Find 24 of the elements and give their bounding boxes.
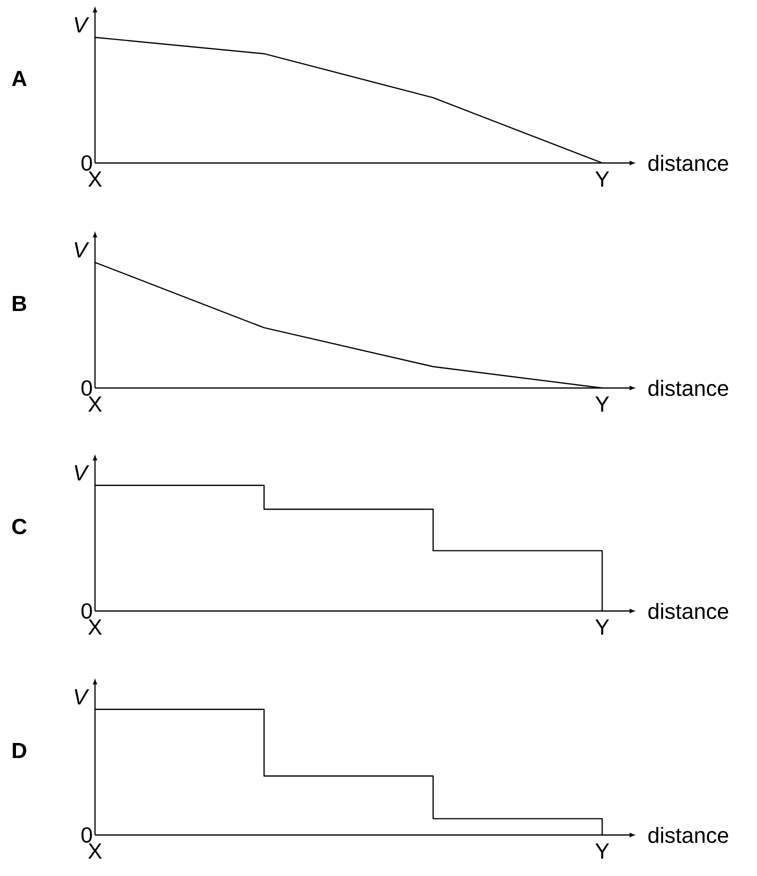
text: 0	[81, 380, 92, 396]
x-axis-title: distance	[648, 380, 728, 396]
y-axis-title: V	[74, 17, 90, 32]
x-tick-label: Y	[595, 396, 610, 412]
x-tick-label: X	[88, 844, 102, 859]
text: 0	[81, 603, 92, 619]
x-tick-label: Y	[595, 171, 610, 187]
text: D	[12, 742, 26, 758]
x-tick-label: X	[88, 396, 102, 412]
x-tick-label: X	[88, 620, 102, 635]
x-axis-title: distance	[648, 602, 728, 620]
x-axis-title: distance	[648, 826, 728, 844]
text: 0	[81, 155, 92, 171]
x-tick-label: Y	[595, 620, 610, 635]
y-axis-title: V	[74, 689, 90, 704]
text: C	[12, 518, 27, 534]
x-tick-label: X	[88, 171, 102, 187]
y-axis-title: V	[74, 465, 90, 480]
text: B	[12, 296, 26, 312]
y-axis-title: V	[74, 242, 90, 258]
x-tick-label: Y	[595, 844, 610, 859]
x-axis-title: distance	[648, 154, 728, 172]
text: 0	[81, 827, 92, 843]
text: A	[12, 70, 27, 86]
